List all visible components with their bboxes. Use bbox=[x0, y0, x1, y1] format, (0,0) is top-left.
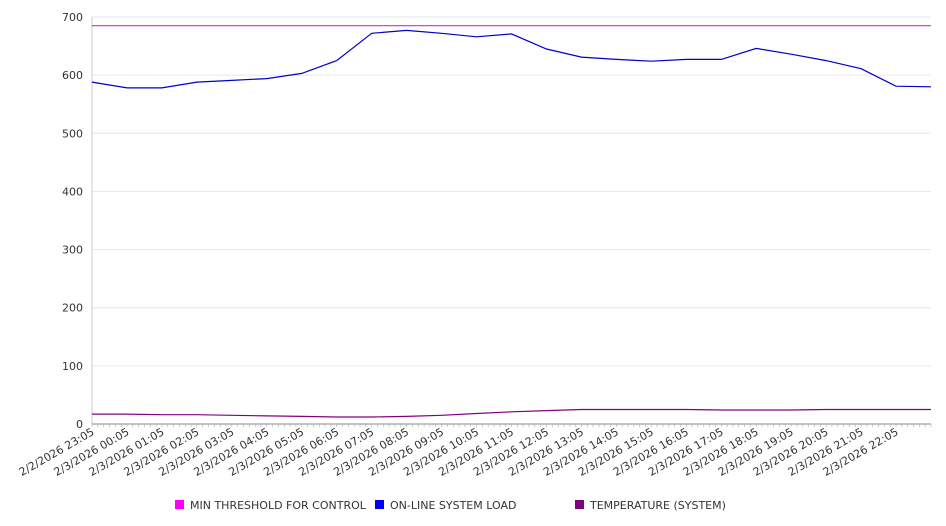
legend: MIN THRESHOLD FOR CONTROL ON-LINE SYSTEM … bbox=[175, 499, 726, 512]
series-line-1 bbox=[91, 29, 932, 89]
legend-label: MIN THRESHOLD FOR CONTROL bbox=[190, 499, 367, 512]
legend-swatch bbox=[375, 500, 384, 509]
series-group bbox=[91, 25, 932, 418]
legend-label: TEMPERATURE (SYSTEM) bbox=[589, 499, 726, 512]
y-tick-label: 0 bbox=[76, 418, 83, 431]
y-tick-label: 500 bbox=[62, 127, 83, 140]
axes bbox=[91, 17, 932, 427]
y-tick-label: 600 bbox=[62, 69, 83, 82]
y-tick-label: 400 bbox=[62, 185, 83, 198]
grid-lines bbox=[92, 16, 931, 367]
x-tick-labels: 2/2/2026 23:052/3/2026 00:052/3/2026 01:… bbox=[17, 425, 901, 479]
legend-label: ON-LINE SYSTEM LOAD bbox=[390, 499, 516, 512]
y-tick-label: 100 bbox=[62, 360, 83, 373]
series-line-2 bbox=[92, 408, 931, 418]
y-tick-label: 300 bbox=[62, 244, 83, 257]
y-tick-label: 700 bbox=[62, 11, 83, 24]
legend-swatch bbox=[175, 500, 184, 509]
y-tick-labels: 0 100 200 300 400 500 600 700 bbox=[62, 11, 83, 431]
y-tick-label: 200 bbox=[62, 302, 83, 315]
legend-swatch bbox=[575, 500, 584, 509]
